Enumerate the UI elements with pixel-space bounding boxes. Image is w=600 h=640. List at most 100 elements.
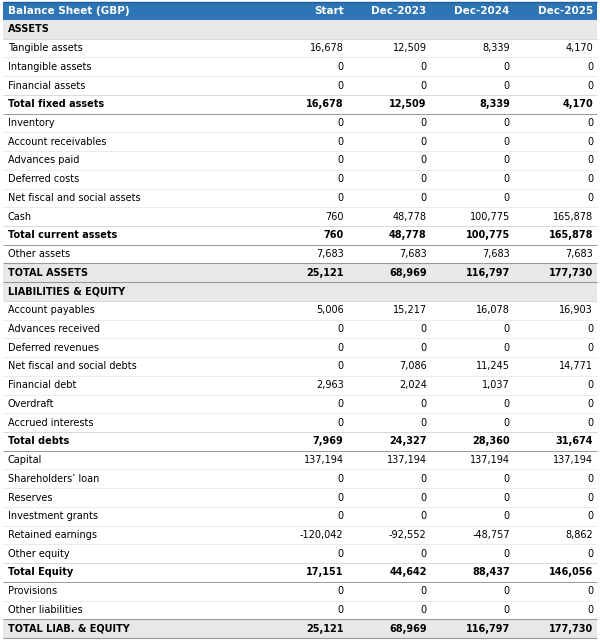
Text: 0: 0 xyxy=(421,511,427,521)
Text: 5,006: 5,006 xyxy=(316,305,344,316)
Text: Advances paid: Advances paid xyxy=(8,156,79,166)
Text: 68,969: 68,969 xyxy=(389,268,427,278)
Text: 0: 0 xyxy=(504,324,510,334)
Text: 0: 0 xyxy=(504,81,510,90)
Text: 0: 0 xyxy=(504,586,510,596)
Text: 0: 0 xyxy=(587,137,593,147)
Bar xyxy=(3,545,597,563)
Text: Inventory: Inventory xyxy=(8,118,55,128)
Text: Retained earnings: Retained earnings xyxy=(8,530,97,540)
Text: 16,678: 16,678 xyxy=(306,99,344,109)
Text: 48,778: 48,778 xyxy=(389,230,427,241)
Text: 68,969: 68,969 xyxy=(389,623,427,634)
Text: 4,170: 4,170 xyxy=(562,99,593,109)
Text: 0: 0 xyxy=(587,418,593,428)
Text: 0: 0 xyxy=(337,362,344,371)
Text: 0: 0 xyxy=(504,137,510,147)
Text: 12,509: 12,509 xyxy=(389,99,427,109)
Text: 0: 0 xyxy=(504,511,510,521)
Bar xyxy=(3,357,597,376)
Bar xyxy=(3,582,597,600)
Bar xyxy=(3,376,597,394)
Text: 0: 0 xyxy=(421,62,427,72)
Text: 44,642: 44,642 xyxy=(389,568,427,577)
Text: 1,037: 1,037 xyxy=(482,380,510,390)
Text: Advances received: Advances received xyxy=(8,324,100,334)
Text: 116,797: 116,797 xyxy=(466,623,510,634)
Text: 137,194: 137,194 xyxy=(470,455,510,465)
Text: 7,683: 7,683 xyxy=(482,249,510,259)
Bar xyxy=(3,170,597,189)
Text: 165,878: 165,878 xyxy=(548,230,593,241)
Bar xyxy=(3,2,597,20)
Text: Account payables: Account payables xyxy=(8,305,95,316)
Text: Cash: Cash xyxy=(8,212,32,221)
Text: 0: 0 xyxy=(504,193,510,203)
Text: Total fixed assets: Total fixed assets xyxy=(8,99,104,109)
Text: 0: 0 xyxy=(587,380,593,390)
Text: 0: 0 xyxy=(421,586,427,596)
Text: 28,360: 28,360 xyxy=(472,436,510,446)
Text: Capital: Capital xyxy=(8,455,43,465)
Text: Investment grants: Investment grants xyxy=(8,511,98,521)
Text: 0: 0 xyxy=(421,81,427,90)
Text: 0: 0 xyxy=(504,62,510,72)
Text: 17,151: 17,151 xyxy=(306,568,344,577)
Text: 100,775: 100,775 xyxy=(466,230,510,241)
Text: 0: 0 xyxy=(587,511,593,521)
Text: 0: 0 xyxy=(337,174,344,184)
Bar xyxy=(3,525,597,545)
Text: 0: 0 xyxy=(337,511,344,521)
Text: Other assets: Other assets xyxy=(8,249,70,259)
Bar xyxy=(3,432,597,451)
Text: 0: 0 xyxy=(587,493,593,502)
Text: Dec-2023: Dec-2023 xyxy=(371,6,427,16)
Text: 25,121: 25,121 xyxy=(306,268,344,278)
Text: 137,194: 137,194 xyxy=(386,455,427,465)
Bar xyxy=(3,58,597,76)
Text: Shareholders’ loan: Shareholders’ loan xyxy=(8,474,100,484)
Text: LIABILITIES & EQUITY: LIABILITIES & EQUITY xyxy=(8,287,125,296)
Text: 25,121: 25,121 xyxy=(306,623,344,634)
Text: Accrued interests: Accrued interests xyxy=(8,418,94,428)
Bar xyxy=(3,20,597,39)
Text: Net fiscal and social debts: Net fiscal and social debts xyxy=(8,362,137,371)
Text: Tangible assets: Tangible assets xyxy=(8,43,83,53)
Text: Dec-2024: Dec-2024 xyxy=(454,6,510,16)
Bar xyxy=(3,319,597,339)
Text: 7,683: 7,683 xyxy=(316,249,344,259)
Bar xyxy=(3,114,597,132)
Text: 0: 0 xyxy=(337,81,344,90)
Text: -92,552: -92,552 xyxy=(389,530,427,540)
Bar xyxy=(3,189,597,207)
Bar xyxy=(3,226,597,244)
Text: 7,969: 7,969 xyxy=(313,436,344,446)
Text: 0: 0 xyxy=(587,118,593,128)
Text: 0: 0 xyxy=(587,62,593,72)
Text: 0: 0 xyxy=(337,62,344,72)
Text: Account receivables: Account receivables xyxy=(8,137,106,147)
Text: Balance Sheet (GBP): Balance Sheet (GBP) xyxy=(8,6,130,16)
Text: 2,024: 2,024 xyxy=(399,380,427,390)
Text: 0: 0 xyxy=(337,586,344,596)
Text: 88,437: 88,437 xyxy=(472,568,510,577)
Text: 0: 0 xyxy=(504,118,510,128)
Bar xyxy=(3,39,597,58)
Text: 8,339: 8,339 xyxy=(479,99,510,109)
Text: 0: 0 xyxy=(337,399,344,409)
Bar xyxy=(3,264,597,282)
Text: Financial assets: Financial assets xyxy=(8,81,85,90)
Text: 177,730: 177,730 xyxy=(549,623,593,634)
Text: 0: 0 xyxy=(504,474,510,484)
Text: Other liabilities: Other liabilities xyxy=(8,605,83,615)
Text: Intangible assets: Intangible assets xyxy=(8,62,91,72)
Bar xyxy=(3,470,597,488)
Text: 0: 0 xyxy=(504,493,510,502)
Text: TOTAL ASSETS: TOTAL ASSETS xyxy=(8,268,88,278)
Bar xyxy=(3,451,597,470)
Bar xyxy=(3,488,597,507)
Text: 116,797: 116,797 xyxy=(466,268,510,278)
Text: 7,683: 7,683 xyxy=(565,249,593,259)
Text: 2,963: 2,963 xyxy=(316,380,344,390)
Text: 0: 0 xyxy=(421,174,427,184)
